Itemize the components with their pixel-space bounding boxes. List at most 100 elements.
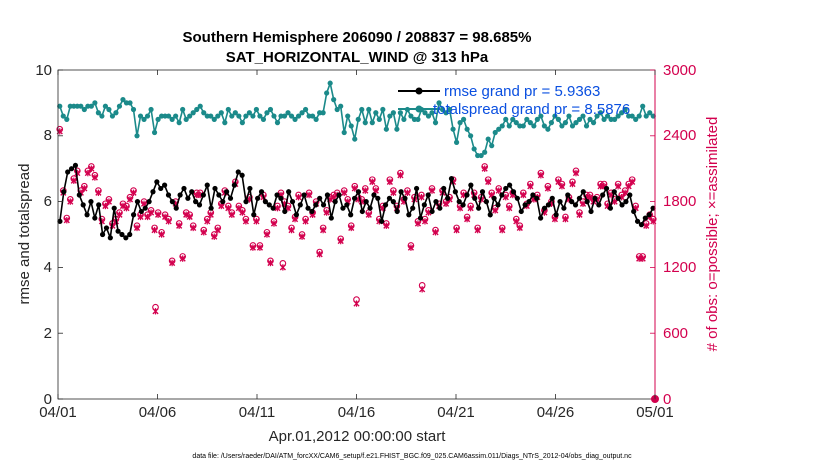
rmse-point: [561, 205, 567, 211]
rmse-point: [402, 195, 408, 201]
rmse-point: [538, 215, 544, 221]
totalspread-point: [640, 103, 646, 109]
totalspread-point: [246, 110, 252, 116]
rmse-point: [576, 195, 583, 201]
totalspread-point: [99, 113, 105, 119]
rmse-point: [340, 205, 346, 211]
totalspread-point: [566, 113, 572, 119]
totalspread-point: [380, 106, 386, 113]
rmse-point: [150, 189, 156, 195]
rmse-point: [413, 185, 420, 192]
totalspread-point: [225, 106, 231, 113]
rmse-point: [224, 189, 230, 195]
obs-possible-point: [604, 200, 611, 208]
rmse-point: [355, 189, 362, 195]
rmse-point: [305, 205, 311, 211]
totalspread-point: [643, 113, 649, 119]
totalspread-point: [492, 129, 498, 136]
obs-possible-point: [600, 180, 608, 188]
rmse-point: [495, 202, 501, 208]
rmse-point: [177, 192, 183, 198]
obs-assimilated-point: [179, 255, 186, 262]
rmse-point: [251, 212, 257, 218]
rmse-point: [92, 215, 98, 221]
rmse-point: [456, 199, 462, 205]
rmse-point: [65, 169, 71, 175]
obs-assimilated-point: [639, 255, 646, 262]
rmse-point: [580, 189, 586, 195]
rmse-point: [76, 192, 82, 198]
rmse-point: [572, 202, 579, 208]
obs-possible-point: [102, 200, 109, 208]
obs-possible-point: [618, 191, 625, 199]
obs-possible-point: [214, 224, 222, 232]
rmse-point: [646, 212, 652, 218]
totalspread-point: [215, 113, 221, 119]
rmse-point: [607, 205, 614, 211]
obs-possible-point: [428, 185, 436, 192]
totalspread-point: [629, 113, 635, 119]
rmse-point: [57, 218, 63, 224]
obs-possible-point: [418, 191, 425, 199]
obs-assimilated-point: [485, 178, 492, 186]
rmse-point: [410, 205, 416, 211]
totalspread-point: [415, 116, 421, 122]
y-left-tick-label: 4: [44, 259, 52, 276]
y-axis-right-ticks: 0 600 1200 1800 2400 3000: [663, 62, 696, 408]
totalspread-point: [432, 120, 439, 126]
rmse-point: [200, 192, 206, 198]
rmse-point: [549, 195, 555, 201]
totalspread-point: [359, 106, 365, 113]
obs-possible-point: [383, 220, 390, 227]
totalspread-point: [173, 113, 179, 119]
totalspread-point: [552, 113, 558, 119]
obs-possible-point: [569, 178, 576, 186]
rmse-point: [448, 175, 455, 182]
obs-possible-point: [151, 224, 158, 232]
totalspread-point: [390, 110, 396, 116]
obs-possible-point: [239, 207, 246, 214]
rmse-point: [503, 185, 509, 192]
totalspread-point: [338, 103, 344, 109]
rmse-point: [289, 199, 296, 205]
rmse-point: [297, 202, 303, 208]
totalspread-point: [376, 116, 382, 122]
obs-possible-point: [562, 213, 569, 221]
obs-possible-point: [210, 231, 218, 238]
obs-possible-point: [484, 176, 492, 184]
totalspread-point: [169, 116, 175, 122]
totalspread-point: [394, 126, 400, 132]
rmse-point: [363, 199, 369, 205]
rmse-point: [460, 202, 466, 208]
x-tick-label: 05/01: [636, 404, 674, 421]
obs-possible-point: [463, 213, 471, 221]
totalspread-point: [503, 116, 509, 122]
totalspread-point: [520, 123, 526, 129]
totalspread-point: [366, 106, 372, 113]
obs-possible-point: [625, 180, 633, 188]
obs-assimilated-point: [558, 183, 566, 190]
x-axis-ticks: 04/01 04/06 04/11 04/16 04/21 04/26 05/0…: [39, 404, 674, 421]
totalspread-point: [106, 106, 112, 113]
rmse-point: [619, 202, 625, 208]
totalspread-point: [587, 116, 593, 122]
y-right-tick-label: 0: [663, 391, 671, 408]
obs-assimilated-point: [495, 187, 502, 194]
rmse-point: [437, 205, 443, 211]
totalspread-point: [541, 123, 547, 129]
totalspread-point: [604, 113, 611, 119]
legend-rmse-label: rmse grand pr = 5.9363: [444, 83, 600, 100]
obs-assimilated-point: [302, 218, 309, 225]
rmse-point: [239, 172, 245, 178]
rmse-point: [379, 218, 385, 224]
obs-assimilated-point: [316, 251, 323, 258]
rmse-point: [301, 192, 307, 198]
totalspread-point: [166, 113, 172, 119]
rmse-point: [588, 208, 594, 215]
obs-possible-point: [154, 209, 162, 216]
x-tick-label: 04/16: [338, 404, 376, 421]
obs-possible-point: [526, 180, 534, 188]
totalspread-point: [576, 116, 583, 122]
rmse-point: [220, 199, 226, 205]
rmse-point: [631, 208, 637, 215]
